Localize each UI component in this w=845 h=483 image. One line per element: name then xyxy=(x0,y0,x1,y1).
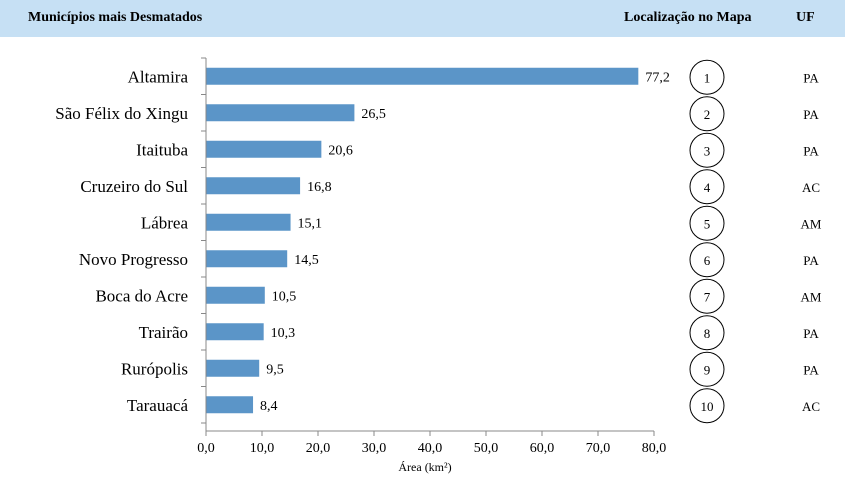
map-number: 1 xyxy=(704,70,711,85)
map-number-circle xyxy=(689,169,725,205)
data-label: 16,8 xyxy=(307,180,332,195)
category-label: Lábrea xyxy=(141,213,189,232)
table-header: Municípios mais Desmatados Localização n… xyxy=(0,0,845,37)
x-tick-label: 40,0 xyxy=(418,441,443,456)
map-number-circle xyxy=(689,278,725,314)
data-label: 9,5 xyxy=(266,362,284,377)
uf-label: PA xyxy=(803,70,819,85)
category-label: Trairão xyxy=(139,323,188,342)
x-tick-label: 0,0 xyxy=(197,441,215,456)
map-number: 10 xyxy=(701,399,714,414)
x-tick-label: 70,0 xyxy=(586,441,611,456)
header-map-location: Localização no Mapa xyxy=(624,10,752,25)
uf-label: AM xyxy=(801,289,822,304)
map-number-circle xyxy=(689,59,725,95)
uf-label: AM xyxy=(801,216,822,231)
category-label: Altamira xyxy=(128,67,189,86)
map-number: 6 xyxy=(704,253,711,268)
bar-10 xyxy=(206,396,254,414)
data-label: 26,5 xyxy=(361,107,386,122)
category-label: Novo Progresso xyxy=(79,250,188,269)
map-number-circle xyxy=(689,96,725,132)
category-label: São Félix do Xingu xyxy=(55,104,188,123)
data-label: 14,5 xyxy=(294,253,319,268)
map-number: 5 xyxy=(704,216,711,231)
map-number: 7 xyxy=(704,289,711,304)
bar-5 xyxy=(206,213,291,231)
data-label: 77,2 xyxy=(645,70,670,85)
bar-2 xyxy=(206,104,355,122)
data-label: 10,3 xyxy=(271,326,296,341)
map-number: 3 xyxy=(704,143,711,158)
uf-label: PA xyxy=(803,143,819,158)
uf-label: PA xyxy=(803,107,819,122)
header-uf: UF xyxy=(796,10,815,25)
data-label: 15,1 xyxy=(298,216,323,231)
uf-label: AC xyxy=(802,180,820,195)
uf-label: PA xyxy=(803,253,819,268)
bar-8 xyxy=(206,323,264,341)
x-axis-label: Área (km²) xyxy=(398,460,451,474)
data-label: 10,5 xyxy=(272,289,297,304)
map-number: 4 xyxy=(704,180,711,195)
bar-6 xyxy=(206,250,288,268)
bar-3 xyxy=(206,140,322,158)
x-tick-label: 50,0 xyxy=(474,441,499,456)
map-number-circle xyxy=(689,205,725,241)
uf-label: AC xyxy=(802,399,820,414)
category-label: Cruzeiro do Sul xyxy=(80,177,188,196)
map-number-circle xyxy=(689,242,725,278)
bar-4 xyxy=(206,177,301,195)
map-number-circle xyxy=(689,351,725,387)
map-number-circle xyxy=(689,315,725,351)
map-number-circle xyxy=(689,388,725,424)
category-label: Tarauacá xyxy=(127,396,189,415)
data-label: 20,6 xyxy=(328,143,353,158)
bar-9 xyxy=(206,359,260,377)
bar-1 xyxy=(206,67,639,85)
uf-label: PA xyxy=(803,326,819,341)
x-tick-label: 60,0 xyxy=(530,441,555,456)
category-label: Boca do Acre xyxy=(95,286,188,305)
map-number: 8 xyxy=(704,326,711,341)
category-label: Itaituba xyxy=(136,140,188,159)
map-number: 9 xyxy=(704,362,711,377)
map-number-circle xyxy=(689,132,725,168)
bar-7 xyxy=(206,286,265,304)
category-label: Rurópolis xyxy=(121,359,188,378)
uf-label: PA xyxy=(803,362,819,377)
x-tick-label: 80,0 xyxy=(642,441,667,456)
data-label: 8,4 xyxy=(260,399,278,414)
x-tick-label: 10,0 xyxy=(250,441,275,456)
x-tick-label: 20,0 xyxy=(306,441,331,456)
header-title: Municípios mais Desmatados xyxy=(28,10,203,25)
x-tick-label: 30,0 xyxy=(362,441,387,456)
map-number: 2 xyxy=(704,107,711,122)
